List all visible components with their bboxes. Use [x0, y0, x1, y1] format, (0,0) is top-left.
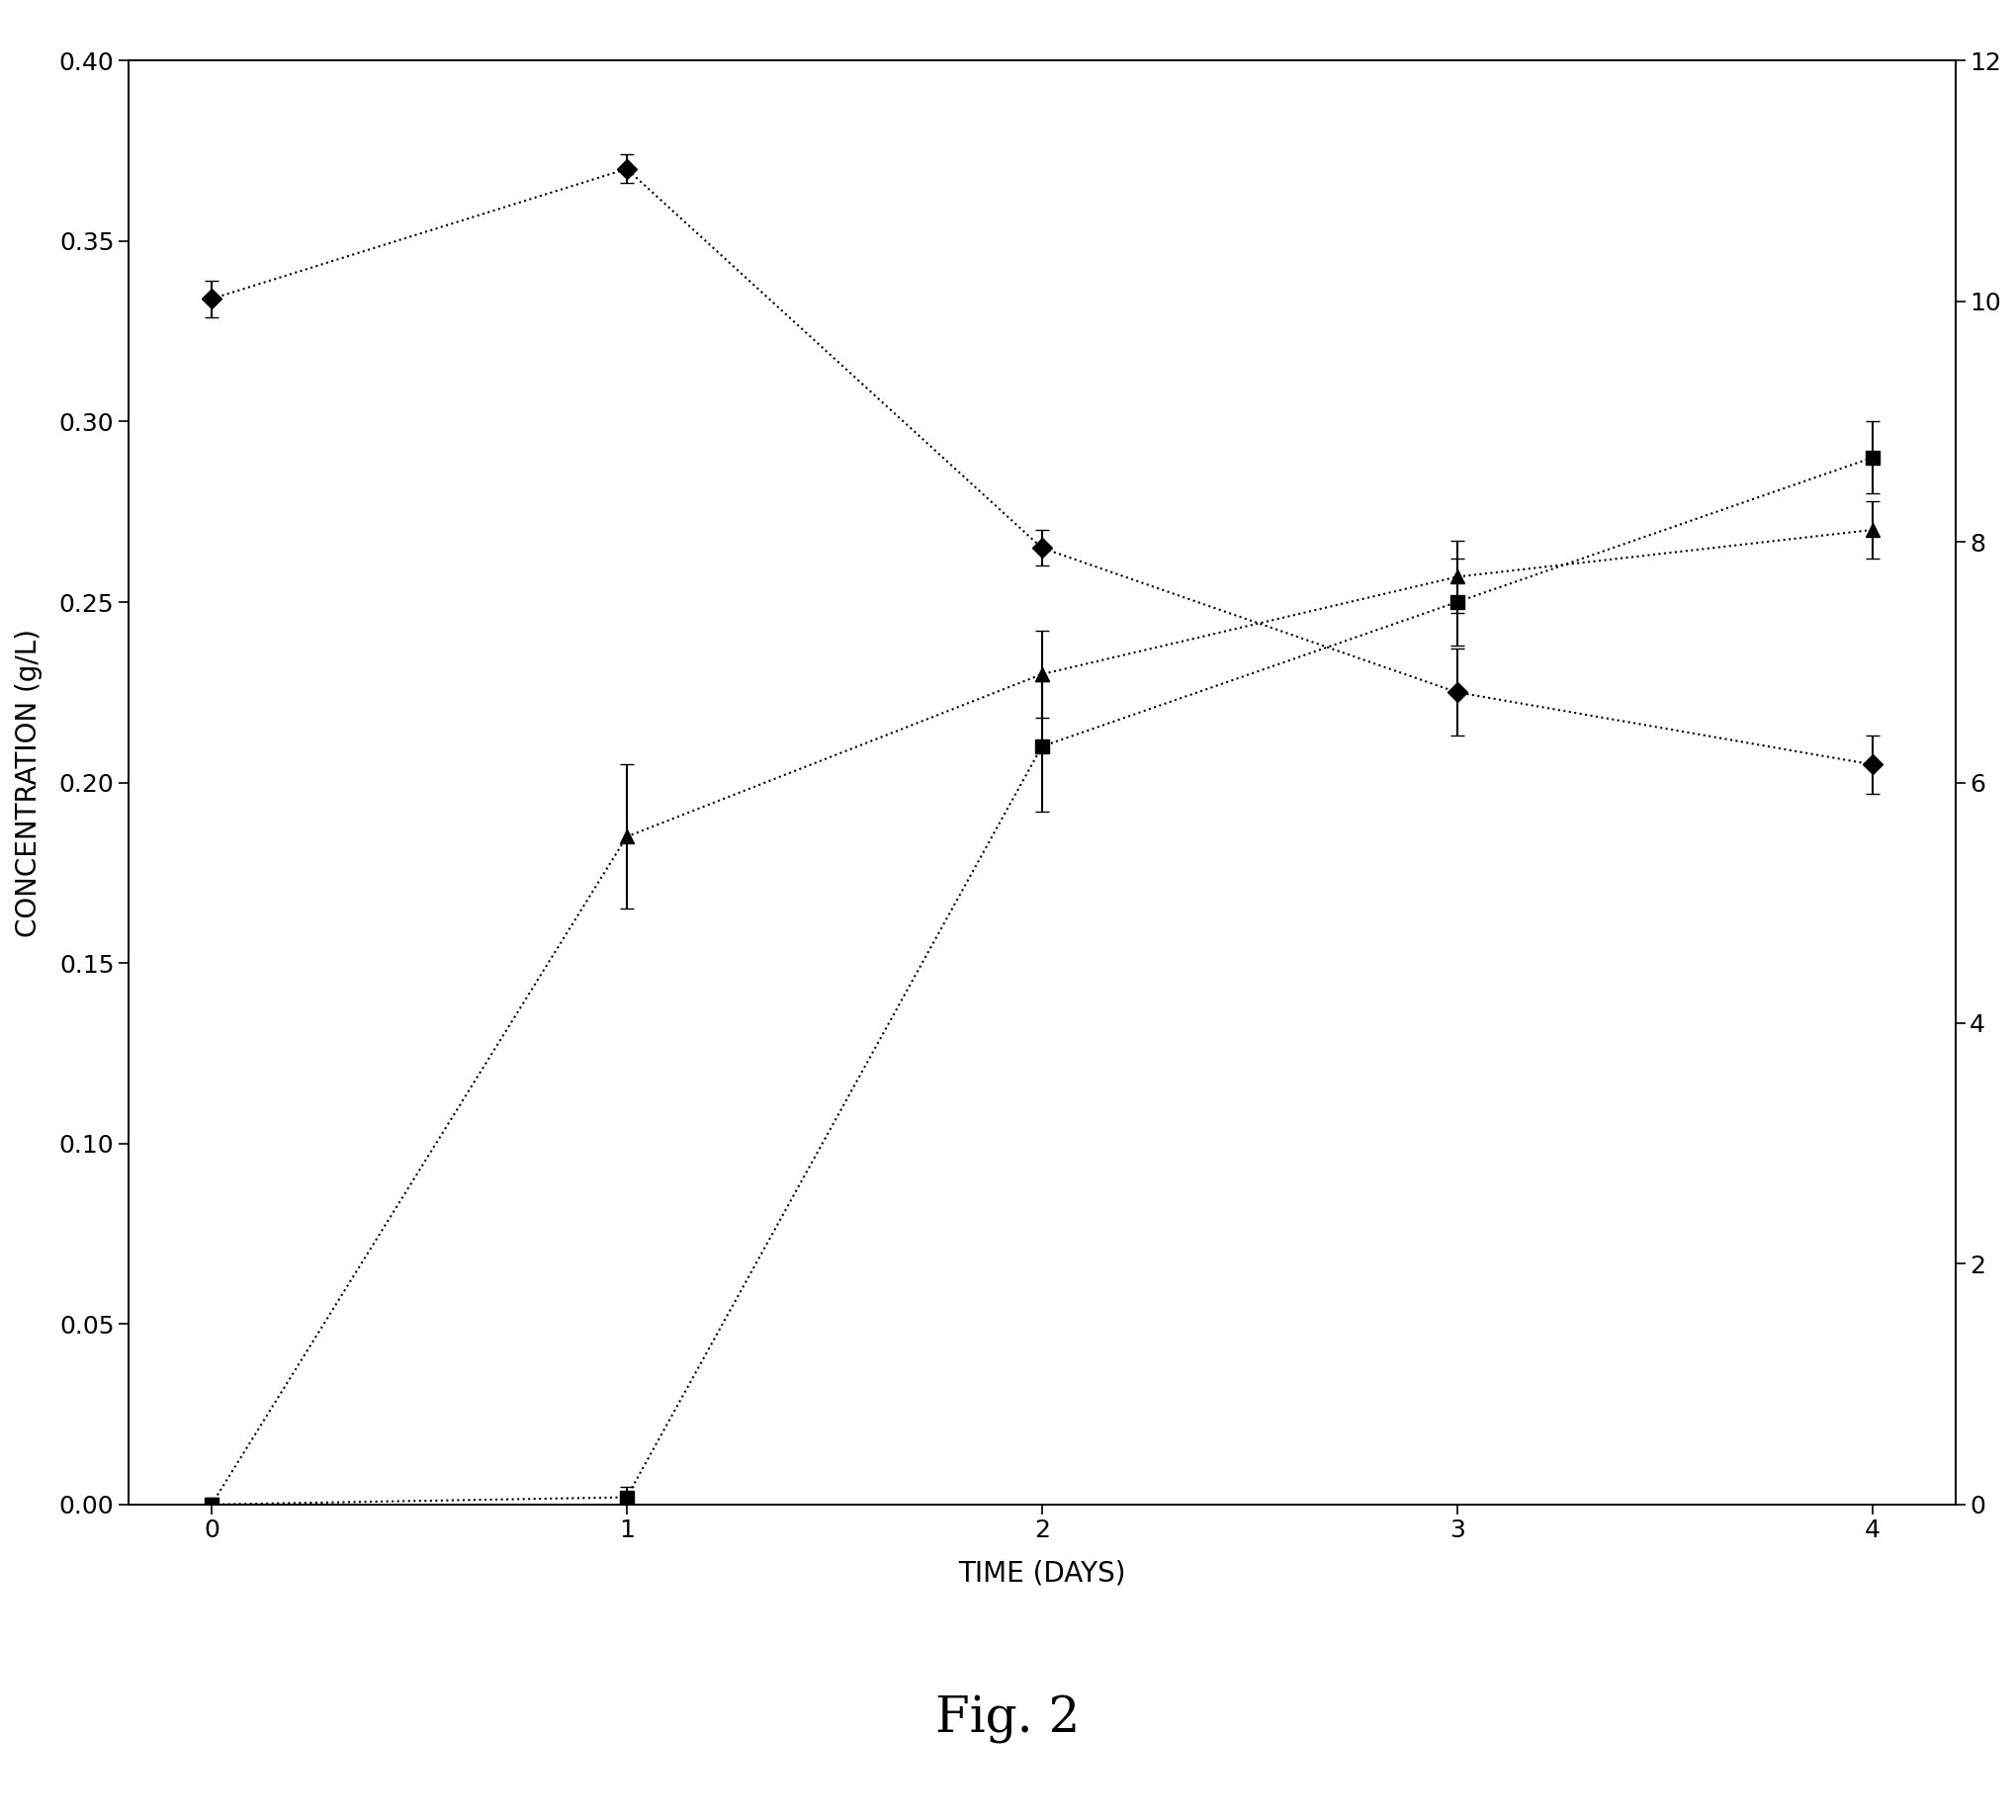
X-axis label: TIME (DAYS): TIME (DAYS) [958, 1560, 1125, 1587]
Text: Fig. 2: Fig. 2 [935, 1696, 1081, 1744]
Y-axis label: CONCENTRATION (g/L): CONCENTRATION (g/L) [14, 628, 42, 937]
